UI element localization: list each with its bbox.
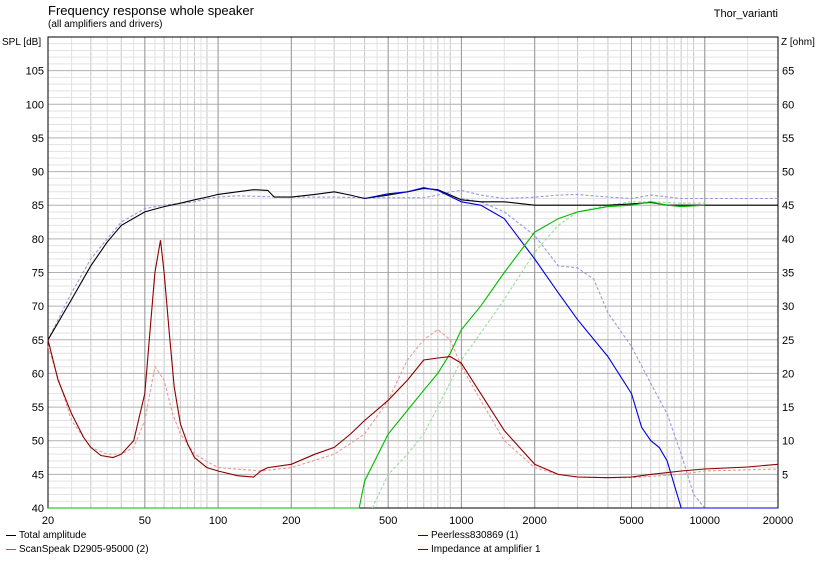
y-right-tick-label: 35 — [782, 268, 794, 280]
legend-swatch — [418, 549, 428, 550]
y-right-tick-label: 5 — [782, 469, 788, 481]
y-axis-left-label: SPL [dB] — [2, 37, 42, 48]
y-left-tick-label: 65 — [32, 335, 44, 347]
series-line — [461, 197, 706, 509]
x-tick-label: 2000 — [522, 515, 546, 527]
x-tick-label: 5000 — [619, 515, 643, 527]
legend-item: ScanSpeak D2905-95000 (2) — [6, 544, 149, 555]
y-right-tick-label: 20 — [782, 368, 794, 380]
chart-title: Frequency response whole speaker — [48, 3, 254, 18]
x-tick-label: 20000 — [763, 515, 794, 527]
legend-item: Total amplitude — [6, 530, 86, 541]
y-left-tick-label: 80 — [32, 234, 44, 246]
legend-swatch — [6, 549, 16, 550]
x-tick-label: 50 — [139, 515, 151, 527]
y-right-tick-label: 25 — [782, 335, 794, 347]
y-right-tick-label: 15 — [782, 402, 794, 414]
x-tick-label: 10000 — [689, 515, 720, 527]
chart-subtitle: (all amplifiers and drivers) — [48, 19, 163, 30]
y-right-tick-label: 45 — [782, 200, 794, 212]
y-left-tick-label: 45 — [32, 469, 44, 481]
y-left-tick-label: 95 — [32, 133, 44, 145]
y-left-tick-label: 90 — [32, 167, 44, 179]
y-left-tick-label: 60 — [32, 368, 44, 380]
x-tick-label: 200 — [282, 515, 300, 527]
plot-frame — [47, 36, 779, 509]
y-right-tick-label: 60 — [782, 99, 794, 111]
project-label: Thor_varianti — [713, 8, 778, 20]
y-right-tick-label: 55 — [782, 133, 794, 145]
y-right-tick-label: 30 — [782, 301, 794, 313]
series-line — [47, 240, 779, 479]
y-left-tick-label: 50 — [32, 436, 44, 448]
x-tick-label: 20 — [42, 515, 54, 527]
y-left-tick-label: 40 — [32, 503, 44, 515]
x-tick-label: 1000 — [449, 515, 473, 527]
y-right-tick-label: 40 — [782, 234, 794, 246]
legend-label: Total amplitude — [19, 530, 87, 541]
legend-label: ScanSpeak D2905-95000 (2) — [19, 544, 149, 555]
legend-swatch — [6, 535, 16, 536]
y-right-tick-label: 10 — [782, 436, 794, 448]
y-left-tick-label: 100 — [26, 99, 44, 111]
y-right-tick-label: 65 — [782, 66, 794, 78]
y-left-tick-label: 75 — [32, 268, 44, 280]
series-line — [364, 187, 778, 509]
y-left-tick-label: 105 — [26, 66, 44, 78]
legend-swatch — [418, 535, 428, 536]
series-line — [371, 201, 705, 509]
y-axis-right-label: Z [ohm] — [781, 37, 815, 48]
y-left-tick-label: 85 — [32, 200, 44, 212]
series-line — [47, 187, 778, 341]
y-left-tick-label: 70 — [32, 301, 44, 313]
series-line — [48, 201, 705, 509]
series-line — [47, 189, 778, 341]
legend-label: Impedance at amplifier 1 — [431, 544, 541, 555]
y-right-tick-label: 50 — [782, 167, 794, 179]
x-tick-label: 500 — [379, 515, 397, 527]
legend-item: Peerless830869 (1) — [418, 530, 518, 541]
legend-label: Peerless830869 (1) — [431, 530, 519, 541]
x-tick-label: 100 — [209, 515, 227, 527]
y-left-tick-label: 55 — [32, 402, 44, 414]
legend-item: Impedance at amplifier 1 — [418, 544, 541, 555]
